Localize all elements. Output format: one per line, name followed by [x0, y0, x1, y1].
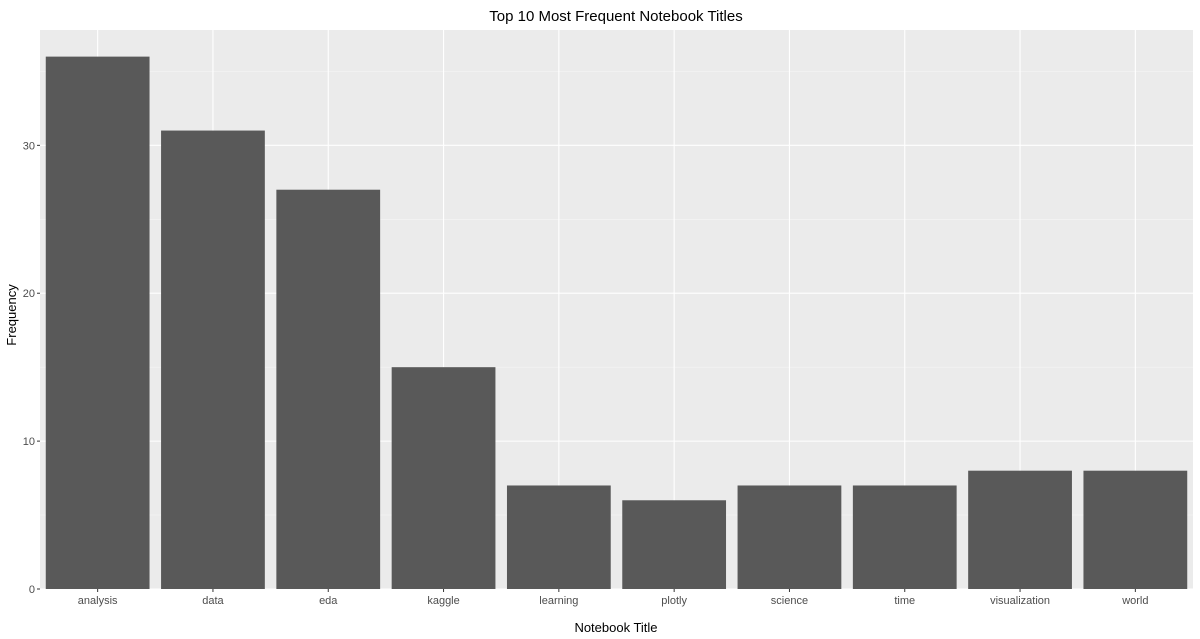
y-axis-title: Frequency — [4, 284, 19, 346]
y-axis: 0 10 20 30 — [23, 140, 40, 596]
bar-visualization — [968, 470, 1072, 589]
bar-time — [852, 485, 957, 589]
y-tick-label: 10 — [23, 436, 35, 448]
y-tick-label: 0 — [29, 584, 35, 596]
y-tick-label: 20 — [23, 288, 35, 300]
x-tick-label: learning — [539, 595, 578, 607]
x-tick-label: visualization — [990, 595, 1050, 607]
bar-science — [737, 485, 842, 589]
bars — [45, 56, 1188, 590]
bar-kaggle — [391, 367, 496, 589]
bar-world — [1083, 470, 1188, 589]
y-tick-label: 30 — [23, 140, 35, 152]
x-tick-label: plotly — [661, 595, 687, 607]
bar-data — [161, 130, 265, 589]
x-tick-label: world — [1121, 595, 1148, 607]
bar-learning — [506, 485, 611, 589]
bar-analysis — [45, 56, 150, 590]
x-tick-label: data — [202, 595, 224, 607]
x-tick-label: science — [771, 595, 808, 607]
x-tick-label: eda — [319, 595, 338, 607]
x-tick-label: time — [894, 595, 915, 607]
bar-plotly — [622, 500, 727, 589]
chart-title: Top 10 Most Frequent Notebook Titles — [489, 8, 742, 25]
x-axis-title: Notebook Title — [574, 620, 657, 635]
x-tick-label: analysis — [78, 595, 118, 607]
x-axis: analysis data eda kaggle learning plotly scien… — [78, 589, 1148, 607]
bar-eda — [276, 189, 381, 589]
x-tick-label: kaggle — [427, 595, 459, 607]
